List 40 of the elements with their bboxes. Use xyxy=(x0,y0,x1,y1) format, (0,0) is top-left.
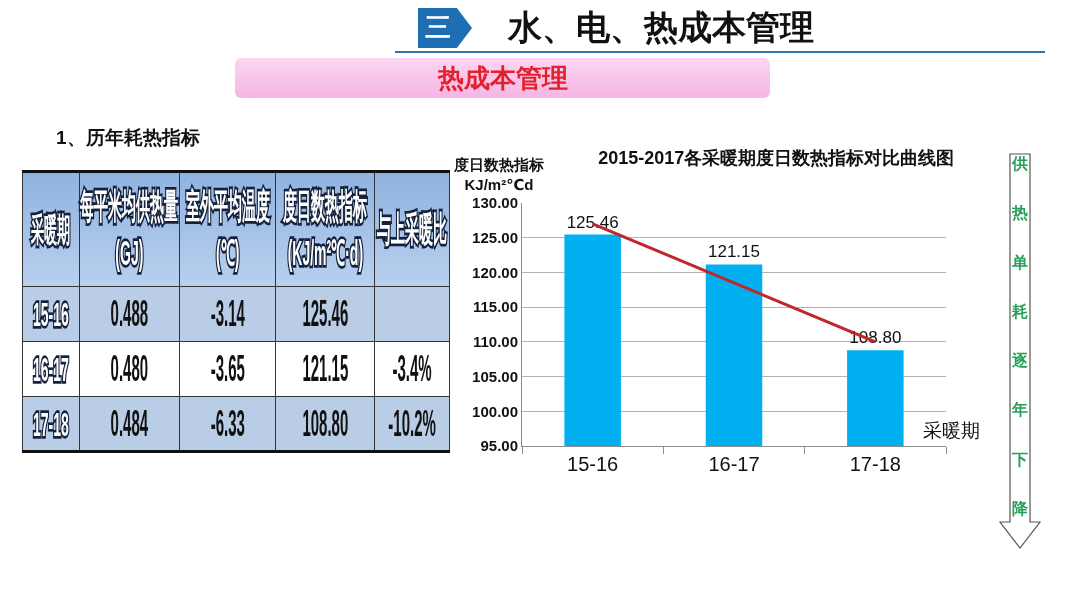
text: 采暖期 xyxy=(31,210,71,250)
y-tick-label: 95.00 xyxy=(480,437,518,455)
y-tick-label: 100.00 xyxy=(472,402,518,420)
chart-title: 2015-2017各采暖期度日数热指标对比曲线图 xyxy=(598,148,955,169)
y-tick-label: 130.00 xyxy=(472,194,518,212)
x-tick-label: 16-17 xyxy=(708,453,760,475)
text: 0.484 xyxy=(110,401,149,443)
x-axis-title: 采暖期 xyxy=(923,420,980,441)
text: 0.480 xyxy=(110,347,149,389)
y-tick-label: 110.00 xyxy=(472,333,518,351)
category-label: 每平米均供热量 (GJ) xyxy=(80,184,179,272)
x-tick-label: 15-16 xyxy=(567,453,619,475)
text: 水、电、热成本管理 xyxy=(508,7,814,47)
text: 供热单耗逐年下降 xyxy=(1012,155,1028,518)
category-label: 15-16 xyxy=(32,294,69,334)
y-tick-label: 115.00 xyxy=(472,298,518,316)
y-axis-title: 度日数热指标 KJ/m²℃d xyxy=(453,156,544,193)
text: -3.14 xyxy=(210,292,245,334)
text: 1、历年耗热指标 xyxy=(56,126,200,150)
text: 108.80 xyxy=(302,401,349,443)
data-label: 125.46 xyxy=(566,212,619,232)
category-label: 度日数热指标 (KJ/m²℃·d) xyxy=(283,184,368,272)
text: -3.65 xyxy=(210,347,245,389)
text: 0.488 xyxy=(110,292,149,334)
y-tick-label: 125.00 xyxy=(472,228,518,246)
text: -3.4% xyxy=(392,347,432,389)
text: -6.33 xyxy=(210,401,245,443)
x-tick-label: 17-18 xyxy=(849,453,901,475)
text: 三 xyxy=(425,12,451,42)
category-label: 室外平均温度 (℃) xyxy=(185,184,270,272)
text: 125.46 xyxy=(302,292,349,334)
category-label: 与上采暖比 xyxy=(377,208,448,249)
text: 121.15 xyxy=(302,347,349,389)
y-tick-label: 105.00 xyxy=(472,367,518,385)
category-label: 16-17 xyxy=(32,349,69,389)
text: 热成本管理 xyxy=(437,63,568,93)
category-label: 17-18 xyxy=(32,404,69,443)
text: -10.2% xyxy=(388,401,436,443)
data-label: 121.15 xyxy=(708,242,760,262)
y-tick-label: 120.00 xyxy=(472,263,518,281)
